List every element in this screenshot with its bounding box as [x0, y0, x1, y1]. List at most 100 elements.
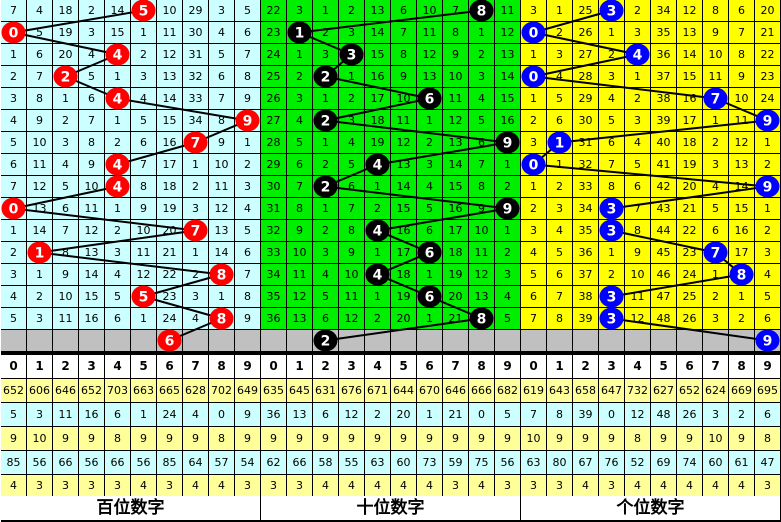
omission-cell: 2: [313, 154, 338, 175]
omission-cell: 8: [729, 44, 754, 65]
omission-cell: 3: [599, 66, 624, 87]
omission-cell: 5: [313, 286, 338, 307]
stat-cell: 36: [261, 403, 286, 426]
digit-header: 4: [365, 355, 390, 378]
stat-cell: 9: [651, 427, 676, 450]
omission-cell: 10: [625, 264, 650, 285]
stat-cell: 67: [573, 451, 598, 474]
omission-cell: 22: [755, 44, 780, 65]
omission-cell: [183, 220, 208, 241]
omission-cell: 24: [261, 44, 286, 65]
omission-cell: 19: [443, 264, 468, 285]
omission-cell: 13: [287, 308, 312, 329]
omission-cell: 5: [755, 286, 780, 307]
omission-cell: 17: [443, 220, 468, 241]
omission-cell: 9: [79, 154, 104, 175]
omission-cell: 2: [469, 44, 494, 65]
stat-cell: 9: [417, 427, 442, 450]
omission-cell: 7: [235, 264, 260, 285]
stat-cell: 4: [1, 475, 26, 496]
omission-cell: 6: [469, 132, 494, 153]
omission-cell: 5: [235, 0, 260, 21]
omission-cell: 2: [105, 220, 130, 241]
omission-cell: 7: [131, 154, 156, 175]
pending-cell: [287, 330, 312, 351]
omission-cell: 13: [443, 132, 468, 153]
omission-cell: 10: [209, 154, 234, 175]
omission-cell: 12: [469, 264, 494, 285]
omission-cell: [547, 132, 572, 153]
omission-cell: 29: [261, 154, 286, 175]
stat-cell: 628: [183, 379, 208, 402]
omission-cell: 10: [27, 132, 52, 153]
omission-cell: 5: [469, 110, 494, 131]
stat-cell: 52: [625, 451, 650, 474]
omission-cell: 11: [157, 22, 182, 43]
omission-cell: 6: [339, 176, 364, 197]
stat-cell: 646: [443, 379, 468, 402]
pending-cell: [703, 330, 728, 351]
pending-cell: [755, 330, 780, 351]
omission-cell: 6: [729, 0, 754, 21]
omission-cell: 5: [53, 176, 78, 197]
pending-cell: [651, 330, 676, 351]
stat-cell: 60: [703, 451, 728, 474]
omission-cell: 6: [625, 176, 650, 197]
stat-cell: 39: [573, 403, 598, 426]
omission-cell: 1: [547, 154, 572, 175]
stat-cell: 11: [53, 403, 78, 426]
stat-cell: 3: [703, 403, 728, 426]
omission-cell: 32: [573, 154, 598, 175]
omission-cell: 9: [729, 66, 754, 87]
omission-cell: [339, 44, 364, 65]
digit-header: 2: [573, 355, 598, 378]
omission-cell: [495, 132, 520, 153]
omission-cell: 1: [495, 220, 520, 241]
omission-cell: 3: [755, 242, 780, 263]
omission-cell: 14: [27, 220, 52, 241]
omission-cell: 3: [469, 66, 494, 87]
omission-cell: 1: [469, 22, 494, 43]
pending-cell: [235, 330, 260, 351]
omission-cell: 11: [443, 88, 468, 109]
omission-cell: 14: [495, 66, 520, 87]
omission-cell: 33: [261, 242, 286, 263]
omission-cell: 2: [1, 66, 26, 87]
digit-header: 8: [469, 355, 494, 378]
pending-cell: [105, 330, 130, 351]
omission-cell: 7: [79, 110, 104, 131]
omission-cell: 8: [209, 110, 234, 131]
omission-cell: 19: [365, 132, 390, 153]
pending-cell: [27, 330, 52, 351]
omission-cell: [105, 88, 130, 109]
omission-cell: 16: [495, 110, 520, 131]
pending-cell: [1, 330, 26, 351]
omission-cell: 7: [521, 308, 546, 329]
omission-cell: 4: [235, 198, 260, 219]
stat-cell: 2: [365, 403, 390, 426]
omission-cell: 2: [729, 308, 754, 329]
stat-cell: 3: [53, 475, 78, 496]
omission-cell: 5: [105, 286, 130, 307]
omission-cell: 24: [677, 264, 702, 285]
omission-cell: 3: [105, 242, 130, 263]
omission-cell: [235, 110, 260, 131]
digit-header: 3: [79, 355, 104, 378]
omission-cell: [287, 22, 312, 43]
omission-cell: 1: [755, 198, 780, 219]
omission-cell: [729, 264, 754, 285]
omission-cell: 7: [443, 0, 468, 21]
stat-cell: 3: [27, 475, 52, 496]
digit-header: 2: [53, 355, 78, 378]
omission-cell: 32: [261, 220, 286, 241]
omission-cell: 20: [53, 44, 78, 65]
stat-cell: 8: [105, 427, 130, 450]
stat-cell: 13: [287, 403, 312, 426]
omission-cell: 16: [79, 308, 104, 329]
omission-cell: [209, 308, 234, 329]
stat-cell: 627: [651, 379, 676, 402]
omission-cell: 25: [261, 66, 286, 87]
digit-header: 9: [235, 355, 260, 378]
omission-cell: 12: [443, 110, 468, 131]
digit-header: 5: [131, 355, 156, 378]
